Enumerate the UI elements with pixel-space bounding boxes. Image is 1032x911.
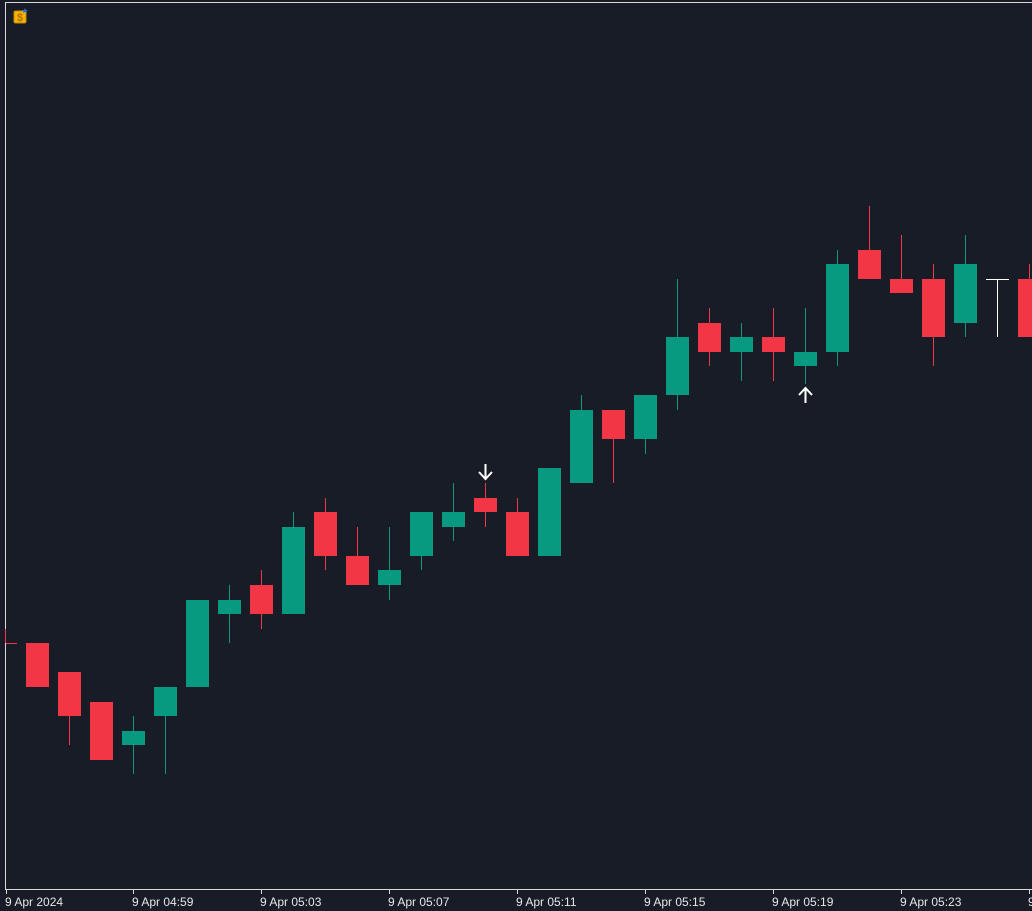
candle-body[interactable] [890,279,913,293]
candle-wick [805,308,806,384]
svg-text:$: $ [17,12,23,24]
candle-body[interactable] [506,512,529,556]
candle-body[interactable] [90,702,113,760]
time-axis-label: 9 Apr 2024 [5,895,64,909]
candle-body[interactable] [410,512,433,556]
time-axis-tick [6,890,7,894]
candle-wick [741,323,742,381]
time-axis-label: 9 Apr 04:59 [132,895,194,909]
time-axis-tick [645,890,646,894]
time-axis-label: 9 Apr 05:11 [516,895,577,909]
candle-body[interactable] [730,337,753,352]
candle-body[interactable] [634,395,657,439]
candle-wick [389,527,390,600]
candle-wick [5,629,6,643]
window-edge [0,0,3,911]
candle-wick [869,206,870,279]
candle-body[interactable] [858,250,881,279]
candle-body[interactable] [26,643,49,687]
time-axis-label: 9 Apr 05:03 [260,895,322,909]
time-axis-label: 9 Apr 05:23 [900,895,962,909]
candle-body[interactable] [6,643,17,644]
candle-body[interactable] [282,527,305,614]
time-axis-tick [133,890,134,894]
time-axis-tick [1029,890,1030,894]
candle-wick [997,279,998,337]
time-axis-line [6,889,1032,890]
candle-wick [901,235,902,293]
candle-body[interactable] [954,264,977,323]
candle-body[interactable] [698,323,721,352]
time-axis-tick [773,890,774,894]
candle-wick [229,585,230,643]
time-axis-tick [389,890,390,894]
candlestick-plot[interactable] [0,0,1032,890]
candle-body[interactable] [762,337,785,352]
candle-body[interactable] [922,279,945,337]
time-axis-tick [261,890,262,894]
candle-body[interactable] [250,585,273,614]
candle-body[interactable] [186,600,209,687]
candle-body[interactable] [442,512,465,527]
candle-body[interactable] [1018,279,1032,337]
candle-body[interactable] [122,731,145,745]
candle-body[interactable] [154,687,177,716]
candle-body[interactable] [602,410,625,439]
time-axis-label: 9 Apr 05:19 [772,895,834,909]
candle-body[interactable] [794,352,817,366]
candle-body[interactable] [314,512,337,556]
sell-arrow-icon [478,464,493,481]
time-axis-label: 9 Apr 05:15 [644,895,706,909]
candle-body[interactable] [666,337,689,395]
candle-body[interactable] [378,570,401,585]
candle-body[interactable] [346,556,369,585]
candle-body[interactable] [58,672,81,716]
candle-body[interactable] [218,600,241,614]
candle-body[interactable] [474,498,497,512]
time-axis-tick [901,890,902,894]
candle-body[interactable] [826,264,849,352]
candle-body[interactable] [986,279,1009,280]
chart-frame [5,2,1032,890]
candle-wick [613,410,614,483]
candle-wick [133,716,134,774]
time-axis-label: 9 [1028,895,1032,909]
candle-wick [165,687,166,774]
dollar-signal-icon[interactable]: $ [13,8,29,24]
candle-body[interactable] [570,410,593,483]
candle-body[interactable] [538,468,561,556]
buy-arrow-icon [798,386,813,403]
time-axis-label: 9 Apr 05:07 [388,895,450,909]
time-axis-tick [517,890,518,894]
